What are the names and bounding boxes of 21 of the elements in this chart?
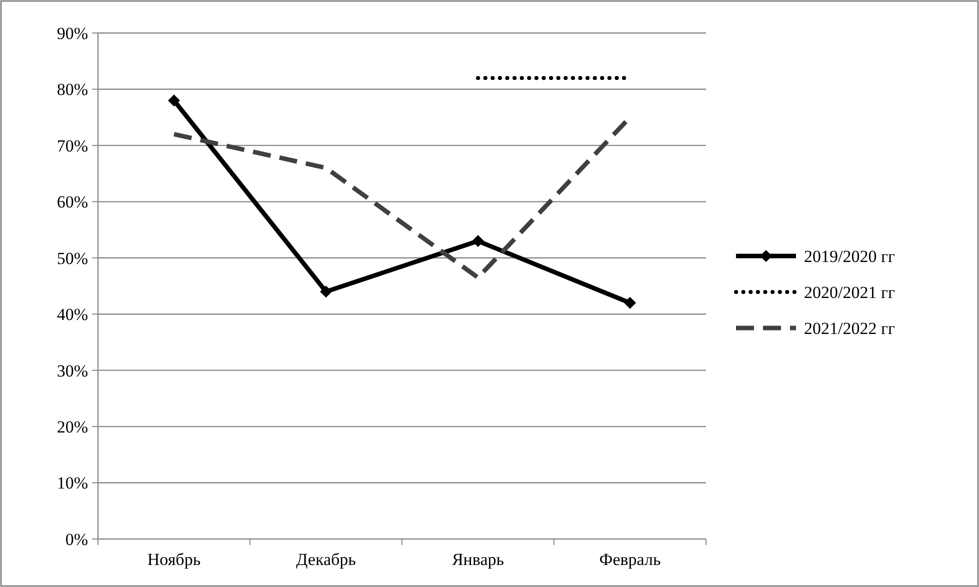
y-tick-label: 0% (65, 530, 88, 549)
point (168, 94, 180, 106)
x-tick-label: Январь (452, 550, 504, 569)
y-tick-label: 90% (56, 24, 88, 43)
y-tick-label: 50% (56, 248, 88, 268)
y-tick-label: 40% (56, 305, 88, 324)
y-tick-label: 10% (56, 474, 88, 493)
legend-label: 2019/2020 гг (804, 246, 895, 266)
point (472, 235, 484, 248)
y-tick-label: 20% (56, 418, 88, 437)
x-tick-label: Ноябрь (147, 550, 201, 569)
y-tick-label: 80% (56, 80, 88, 100)
y-tick-label: 70% (56, 136, 88, 156)
y-tick-label: 30% (56, 361, 88, 380)
x-tick-label: Декабрь (296, 550, 356, 569)
legend-label: 2020/2021 гг (804, 282, 895, 302)
y-tick-label: 60% (56, 192, 88, 212)
point (624, 296, 636, 309)
x-tick-label: Февраль (599, 550, 661, 569)
point (320, 286, 332, 298)
legend-label: 2021/2022 гг (804, 318, 895, 338)
